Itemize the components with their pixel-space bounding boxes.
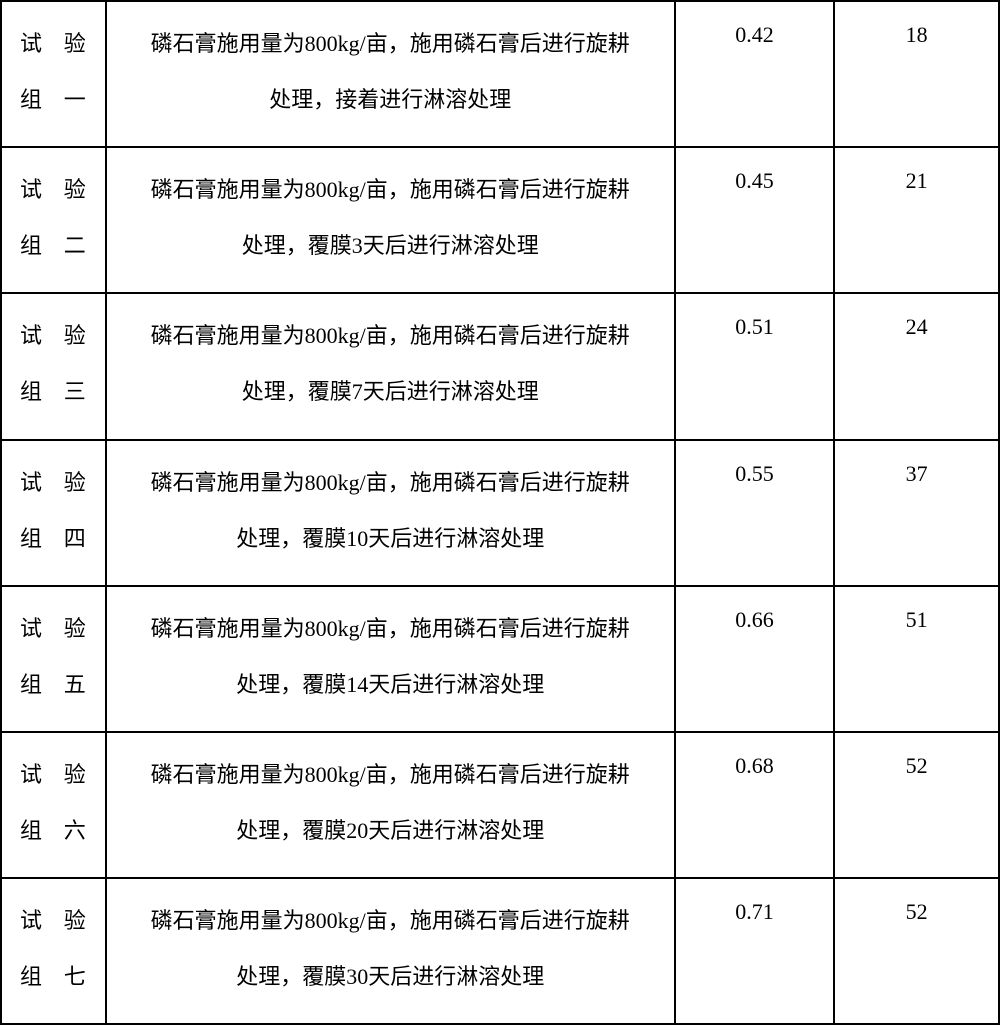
description-cell: 磷石膏施用量为800kg/亩，施用磷石膏后进行旋耕 处理，覆膜30天后进行淋溶处…: [106, 878, 675, 1024]
group-cell: 试验 组一: [1, 1, 106, 147]
table-row: 试验 组二 磷石膏施用量为800kg/亩，施用磷石膏后进行旋耕 处理，覆膜3天后…: [1, 147, 999, 293]
value-a: 0.51: [735, 314, 774, 339]
group-line-1: 试验: [20, 308, 87, 364]
value-a: 0.55: [735, 461, 774, 486]
experiment-table: 试验 组一 磷石膏施用量为800kg/亩，施用磷石膏后进行旋耕 处理，接着进行淋…: [0, 0, 1000, 1025]
value-a-cell: 0.71: [675, 878, 835, 1024]
group-cell: 试验 组三: [1, 293, 106, 439]
value-a: 0.71: [735, 899, 774, 924]
group-cell: 试验 组五: [1, 586, 106, 732]
desc-line-1: 磷石膏施用量为800kg/亩，施用磷石膏后进行旋耕: [125, 747, 656, 803]
group-line-1: 试验: [20, 893, 87, 949]
value-b: 37: [906, 461, 928, 486]
group-cell: 试验 组七: [1, 878, 106, 1024]
value-a-cell: 0.51: [675, 293, 835, 439]
desc-line-2: 处理，接着进行淋溶处理: [125, 72, 656, 128]
desc-line-2: 处理，覆膜20天后进行淋溶处理: [125, 803, 656, 859]
group-line-1: 试验: [20, 601, 87, 657]
value-a: 0.45: [735, 168, 774, 193]
value-b: 52: [906, 899, 928, 924]
table-row: 试验 组一 磷石膏施用量为800kg/亩，施用磷石膏后进行旋耕 处理，接着进行淋…: [1, 1, 999, 147]
group-line-2: 组三: [20, 364, 87, 420]
desc-line-2: 处理，覆膜3天后进行淋溶处理: [125, 218, 656, 274]
group-cell: 试验 组二: [1, 147, 106, 293]
value-a-cell: 0.42: [675, 1, 835, 147]
value-a-cell: 0.66: [675, 586, 835, 732]
value-b-cell: 52: [834, 878, 999, 1024]
value-a-cell: 0.45: [675, 147, 835, 293]
description-cell: 磷石膏施用量为800kg/亩，施用磷石膏后进行旋耕 处理，覆膜20天后进行淋溶处…: [106, 732, 675, 878]
value-a: 0.42: [735, 22, 774, 47]
group-cell: 试验 组六: [1, 732, 106, 878]
description-cell: 磷石膏施用量为800kg/亩，施用磷石膏后进行旋耕 处理，覆膜14天后进行淋溶处…: [106, 586, 675, 732]
group-line-1: 试验: [20, 162, 87, 218]
group-line-2: 组六: [20, 803, 87, 859]
description-cell: 磷石膏施用量为800kg/亩，施用磷石膏后进行旋耕 处理，覆膜3天后进行淋溶处理: [106, 147, 675, 293]
group-line-2: 组一: [20, 72, 87, 128]
value-b-cell: 21: [834, 147, 999, 293]
group-line-1: 试验: [20, 16, 87, 72]
value-a-cell: 0.68: [675, 732, 835, 878]
value-b: 51: [906, 607, 928, 632]
experiment-table-body: 试验 组一 磷石膏施用量为800kg/亩，施用磷石膏后进行旋耕 处理，接着进行淋…: [1, 1, 999, 1024]
value-a: 0.66: [735, 607, 774, 632]
group-line-1: 试验: [20, 747, 87, 803]
value-b-cell: 52: [834, 732, 999, 878]
table-row: 试验 组五 磷石膏施用量为800kg/亩，施用磷石膏后进行旋耕 处理，覆膜14天…: [1, 586, 999, 732]
value-b-cell: 37: [834, 440, 999, 586]
group-cell: 试验 组四: [1, 440, 106, 586]
group-line-2: 组二: [20, 218, 87, 274]
value-b: 24: [906, 314, 928, 339]
value-b-cell: 18: [834, 1, 999, 147]
desc-line-2: 处理，覆膜10天后进行淋溶处理: [125, 511, 656, 567]
description-cell: 磷石膏施用量为800kg/亩，施用磷石膏后进行旋耕 处理，接着进行淋溶处理: [106, 1, 675, 147]
group-line-2: 组五: [20, 657, 87, 713]
experiment-table-container: 试验 组一 磷石膏施用量为800kg/亩，施用磷石膏后进行旋耕 处理，接着进行淋…: [0, 0, 1000, 829]
table-row: 试验 组四 磷石膏施用量为800kg/亩，施用磷石膏后进行旋耕 处理，覆膜10天…: [1, 440, 999, 586]
table-row: 试验 组六 磷石膏施用量为800kg/亩，施用磷石膏后进行旋耕 处理，覆膜20天…: [1, 732, 999, 878]
value-a: 0.68: [735, 753, 774, 778]
desc-line-1: 磷石膏施用量为800kg/亩，施用磷石膏后进行旋耕: [125, 455, 656, 511]
desc-line-1: 磷石膏施用量为800kg/亩，施用磷石膏后进行旋耕: [125, 893, 656, 949]
value-a-cell: 0.55: [675, 440, 835, 586]
desc-line-2: 处理，覆膜7天后进行淋溶处理: [125, 364, 656, 420]
description-cell: 磷石膏施用量为800kg/亩，施用磷石膏后进行旋耕 处理，覆膜10天后进行淋溶处…: [106, 440, 675, 586]
table-row: 试验 组七 磷石膏施用量为800kg/亩，施用磷石膏后进行旋耕 处理，覆膜30天…: [1, 878, 999, 1024]
group-line-2: 组四: [20, 511, 87, 567]
desc-line-1: 磷石膏施用量为800kg/亩，施用磷石膏后进行旋耕: [125, 16, 656, 72]
value-b: 52: [906, 753, 928, 778]
desc-line-2: 处理，覆膜30天后进行淋溶处理: [125, 949, 656, 1005]
desc-line-1: 磷石膏施用量为800kg/亩，施用磷石膏后进行旋耕: [125, 308, 656, 364]
value-b-cell: 24: [834, 293, 999, 439]
group-line-1: 试验: [20, 455, 87, 511]
desc-line-1: 磷石膏施用量为800kg/亩，施用磷石膏后进行旋耕: [125, 162, 656, 218]
desc-line-1: 磷石膏施用量为800kg/亩，施用磷石膏后进行旋耕: [125, 601, 656, 657]
description-cell: 磷石膏施用量为800kg/亩，施用磷石膏后进行旋耕 处理，覆膜7天后进行淋溶处理: [106, 293, 675, 439]
value-b: 18: [906, 22, 928, 47]
table-row: 试验 组三 磷石膏施用量为800kg/亩，施用磷石膏后进行旋耕 处理，覆膜7天后…: [1, 293, 999, 439]
group-line-2: 组七: [20, 949, 87, 1005]
value-b-cell: 51: [834, 586, 999, 732]
desc-line-2: 处理，覆膜14天后进行淋溶处理: [125, 657, 656, 713]
value-b: 21: [906, 168, 928, 193]
